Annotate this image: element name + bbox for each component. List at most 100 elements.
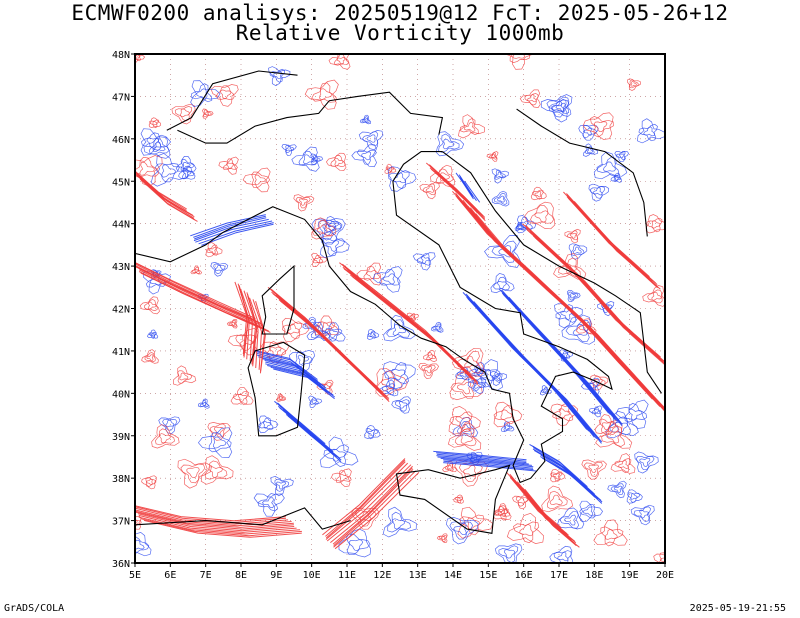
contour-line — [269, 68, 286, 83]
contour-line — [162, 418, 178, 431]
contour-line — [566, 230, 578, 241]
contour-line — [607, 480, 627, 499]
contour-line — [596, 156, 620, 177]
contour-line — [135, 156, 160, 178]
contour-line — [135, 54, 146, 63]
contour-line — [135, 532, 152, 557]
contour-line — [590, 116, 614, 138]
contour-line — [328, 54, 351, 70]
contour-line — [455, 367, 471, 381]
contour-line — [186, 466, 200, 479]
contour-band — [436, 172, 486, 220]
contour-line — [467, 377, 486, 394]
contour-line — [503, 423, 513, 432]
contour-line — [635, 455, 655, 471]
contour-line — [306, 321, 331, 340]
contour-line — [497, 281, 507, 289]
contour-line — [215, 85, 235, 100]
contour-line — [570, 293, 577, 299]
contour-line — [295, 197, 311, 209]
contour-line — [459, 514, 485, 536]
contour-line — [629, 79, 639, 89]
lon-tick-label: 9E — [270, 570, 282, 581]
contour-line — [235, 334, 257, 351]
contour-line — [610, 172, 622, 183]
contour-line — [601, 425, 625, 447]
contour-line — [479, 368, 495, 382]
contour-band — [255, 301, 266, 374]
contour-line — [181, 167, 195, 180]
contour-line — [553, 550, 572, 563]
contour-band — [443, 459, 534, 469]
contour-line — [553, 253, 587, 280]
contour-line — [208, 466, 224, 479]
contour-line — [581, 459, 607, 480]
contour-line — [208, 246, 217, 254]
contour-line — [494, 169, 506, 180]
contour-line — [398, 401, 408, 409]
contour-line — [558, 257, 581, 278]
contour-line — [488, 152, 498, 160]
lon-tick-label: 17E — [550, 570, 568, 581]
contour-line — [155, 428, 175, 446]
contour-line — [500, 421, 515, 432]
contour-line — [582, 127, 593, 136]
sardinia-coastline — [247, 341, 306, 437]
contour-band — [135, 266, 264, 327]
contour-line — [275, 481, 287, 490]
contour-band — [513, 302, 623, 427]
contour-line — [449, 371, 483, 401]
contour-line — [552, 98, 570, 115]
lon-tick-label: 14E — [444, 570, 462, 581]
contour-line — [220, 89, 232, 100]
contour-band — [333, 470, 417, 548]
contour-line — [422, 183, 436, 196]
contour-line — [173, 365, 197, 386]
contour-line — [287, 323, 301, 335]
lat-tick-label: 44N — [112, 220, 130, 231]
contour-line — [442, 138, 455, 150]
contour-line — [308, 395, 323, 408]
contour-line — [258, 417, 274, 431]
contour-band — [326, 464, 412, 542]
contour-band — [135, 511, 294, 530]
contour-line — [423, 366, 433, 374]
contour-line — [171, 103, 196, 125]
contour-line — [367, 429, 376, 437]
contour-line — [330, 468, 352, 487]
contour-line — [593, 121, 608, 132]
contour-line — [493, 276, 510, 291]
contour-line — [559, 511, 580, 529]
contour-line — [178, 165, 196, 180]
coastlines — [135, 70, 662, 534]
contour-line — [179, 372, 189, 381]
contour-line — [312, 220, 334, 236]
contour-line — [383, 314, 416, 342]
contour-line — [333, 54, 350, 66]
contour-line — [613, 485, 623, 494]
contour-band — [436, 452, 527, 462]
lon-tick-label: 7E — [200, 570, 212, 581]
contour-line — [458, 114, 485, 139]
contour-line — [363, 265, 381, 281]
contour-line — [604, 528, 618, 540]
contour-line — [412, 252, 436, 271]
contour-line — [392, 323, 406, 336]
contour-line — [514, 221, 526, 231]
contour-line — [541, 485, 574, 513]
contour-line — [266, 341, 286, 359]
contour-line — [339, 473, 348, 482]
contour-line — [474, 381, 483, 389]
contour-line — [532, 189, 544, 200]
lat-tick-label: 40N — [112, 389, 130, 400]
contour-line — [497, 195, 505, 203]
contour-line — [639, 457, 651, 467]
contour-line — [213, 426, 224, 435]
contour-line — [152, 120, 158, 126]
contour-line — [281, 317, 310, 343]
contour-line — [358, 130, 384, 151]
contour-line — [207, 422, 231, 441]
contour-line — [358, 511, 372, 521]
contour-line — [486, 151, 499, 162]
contour-line — [627, 78, 641, 91]
